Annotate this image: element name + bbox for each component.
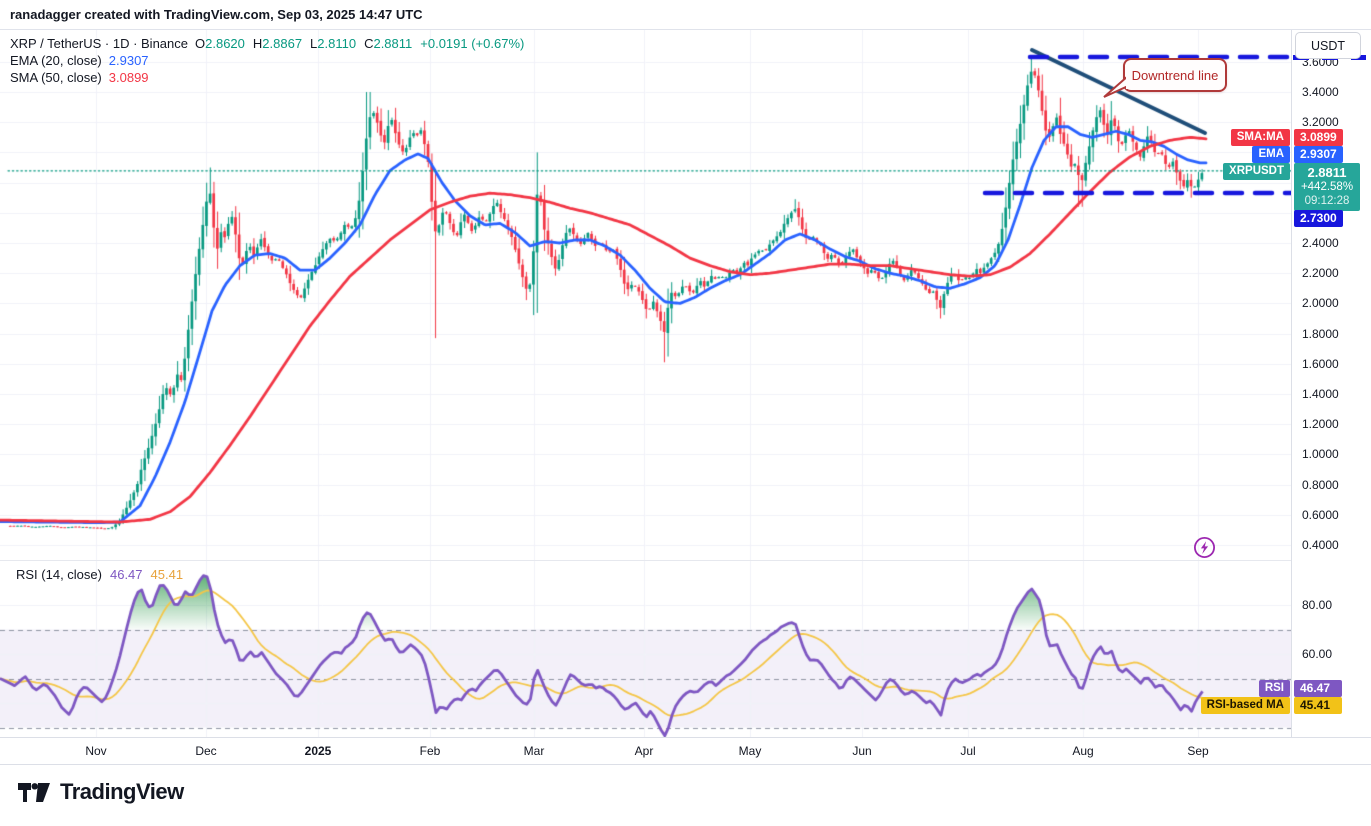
price-axis-tick: 1.2000	[1302, 417, 1339, 432]
price-axis-tick: 1.6000	[1302, 356, 1339, 371]
time-axis-label-sep: Sep	[1187, 744, 1209, 758]
candle-countdown: 09:12:28	[1304, 195, 1350, 207]
level-price-badge: 2.7300	[1294, 210, 1343, 227]
price-axis-tick: 1.0000	[1302, 447, 1339, 462]
price-axis-tick: 0.8000	[1302, 477, 1339, 492]
ema-price-badge: 2.9307	[1294, 146, 1343, 163]
callout-text: Downtrend line	[1131, 67, 1219, 83]
ema-name-badge: EMA	[1252, 146, 1290, 163]
rsi-value-badge: 46.47	[1294, 680, 1342, 697]
time-axis-label-may: May	[738, 744, 762, 758]
ohlc-values: O2.8620 H2.8867 L2.8110 C2.8811 +0.0191 …	[195, 36, 525, 51]
attribution-text: ranadagger created with TradingView.com,…	[10, 7, 423, 22]
time-axis-label-jul: Jul	[960, 744, 976, 758]
open-value: 2.8620	[205, 36, 245, 51]
high-value: 2.8867	[262, 36, 303, 51]
rsi-name-badge: RSI	[1258, 680, 1290, 697]
price-axis-tick: 0.4000	[1302, 538, 1339, 552]
rsi-ma-name-badge: RSI-based MA	[1200, 697, 1290, 714]
price-axis-tick: 2.2000	[1302, 266, 1339, 281]
tradingview-logo-mark	[18, 783, 50, 802]
rsi-ma-value: 45.41	[150, 567, 184, 582]
sma-name-badge: SMA:MA	[1230, 129, 1290, 146]
time-axis-label-dec: Dec	[195, 744, 217, 758]
currency-toggle-button[interactable]: USDT	[1295, 32, 1361, 59]
price-axis-tick: 1.4000	[1302, 387, 1339, 401]
symbol-name-badge: XRPUSDT	[1223, 163, 1290, 180]
price-axis-tick: 3.4000	[1302, 85, 1339, 99]
tradingview-logo-text: TradingView	[60, 779, 184, 804]
time-axis-label-feb: Feb	[419, 744, 441, 758]
rsi-pane-canvas[interactable]	[0, 561, 1291, 737]
rsi-ma-value-badge: 45.41	[1294, 697, 1342, 714]
rsi-axis-tick: 80.00	[1302, 598, 1333, 612]
downtrend-line-callout[interactable]: Downtrend line	[1103, 58, 1227, 98]
time-axis-label-nov: Nov	[85, 744, 107, 758]
price-axis-tick: 3.2000	[1302, 115, 1339, 130]
sma-price-badge: 3.0899	[1294, 129, 1343, 146]
symbol-legend-row[interactable]: XRP / TetherUS · 1D · Binance O2.8620 H2…	[10, 35, 524, 52]
attribution-bar: ranadagger created with TradingView.com,…	[0, 0, 1371, 30]
time-axis[interactable]: Nov Dec 2025 Feb Mar Apr May Jun Jul Aug Sep	[0, 737, 1371, 765]
time-axis-label-apr: Apr	[634, 744, 654, 758]
tradingview-logo[interactable]: TradingView	[16, 779, 184, 805]
rsi-value: 46.47	[109, 567, 143, 582]
last-price-badge: 2.8811 +442.58% 09:12:28	[1294, 163, 1360, 211]
price-axis-tick: 2.4000	[1302, 236, 1339, 250]
last-price-change: +442.58%	[1300, 181, 1354, 193]
symbol-title: XRP / TetherUS · 1D · Binance	[10, 36, 188, 51]
sma-legend-row[interactable]: SMA (50, close) 3.0899	[10, 69, 524, 86]
sma-value: 3.0899	[108, 70, 149, 85]
time-axis-label-2025: 2025	[304, 744, 332, 758]
rsi-label: RSI (14, close)	[16, 567, 102, 582]
price-axis-tick: 2.0000	[1302, 296, 1339, 311]
boost-lightning-icon[interactable]	[1193, 536, 1216, 559]
last-price-value: 2.8811	[1307, 165, 1347, 180]
price-axis-tick: 0.6000	[1302, 507, 1339, 522]
price-axis-tick: 1.8000	[1302, 326, 1339, 341]
symbol-legend: XRP / TetherUS · 1D · Binance O2.8620 H2…	[10, 35, 524, 86]
ema-value: 2.9307	[108, 53, 149, 68]
pane-divider[interactable]	[0, 560, 1291, 561]
price-pane-canvas[interactable]	[0, 30, 1291, 560]
time-axis-label-aug: Aug	[1072, 744, 1094, 758]
callout-tail	[1103, 75, 1129, 98]
rsi-legend-row[interactable]: RSI (14, close) 46.47 45.41	[16, 566, 183, 583]
ema-label: EMA (20, close)	[10, 53, 102, 68]
footer: TradingView	[0, 766, 1371, 826]
change-value: +0.0191 (+0.67%)	[420, 36, 525, 51]
low-value: 2.8110	[317, 36, 357, 51]
sma-label: SMA (50, close)	[10, 70, 102, 85]
time-axis-label-mar: Mar	[523, 744, 545, 758]
time-axis-label-jun: Jun	[852, 744, 872, 758]
rsi-axis-tick: 60.00	[1302, 647, 1333, 661]
close-value: 2.8811	[373, 36, 413, 51]
ema-legend-row[interactable]: EMA (20, close) 2.9307	[10, 52, 524, 69]
